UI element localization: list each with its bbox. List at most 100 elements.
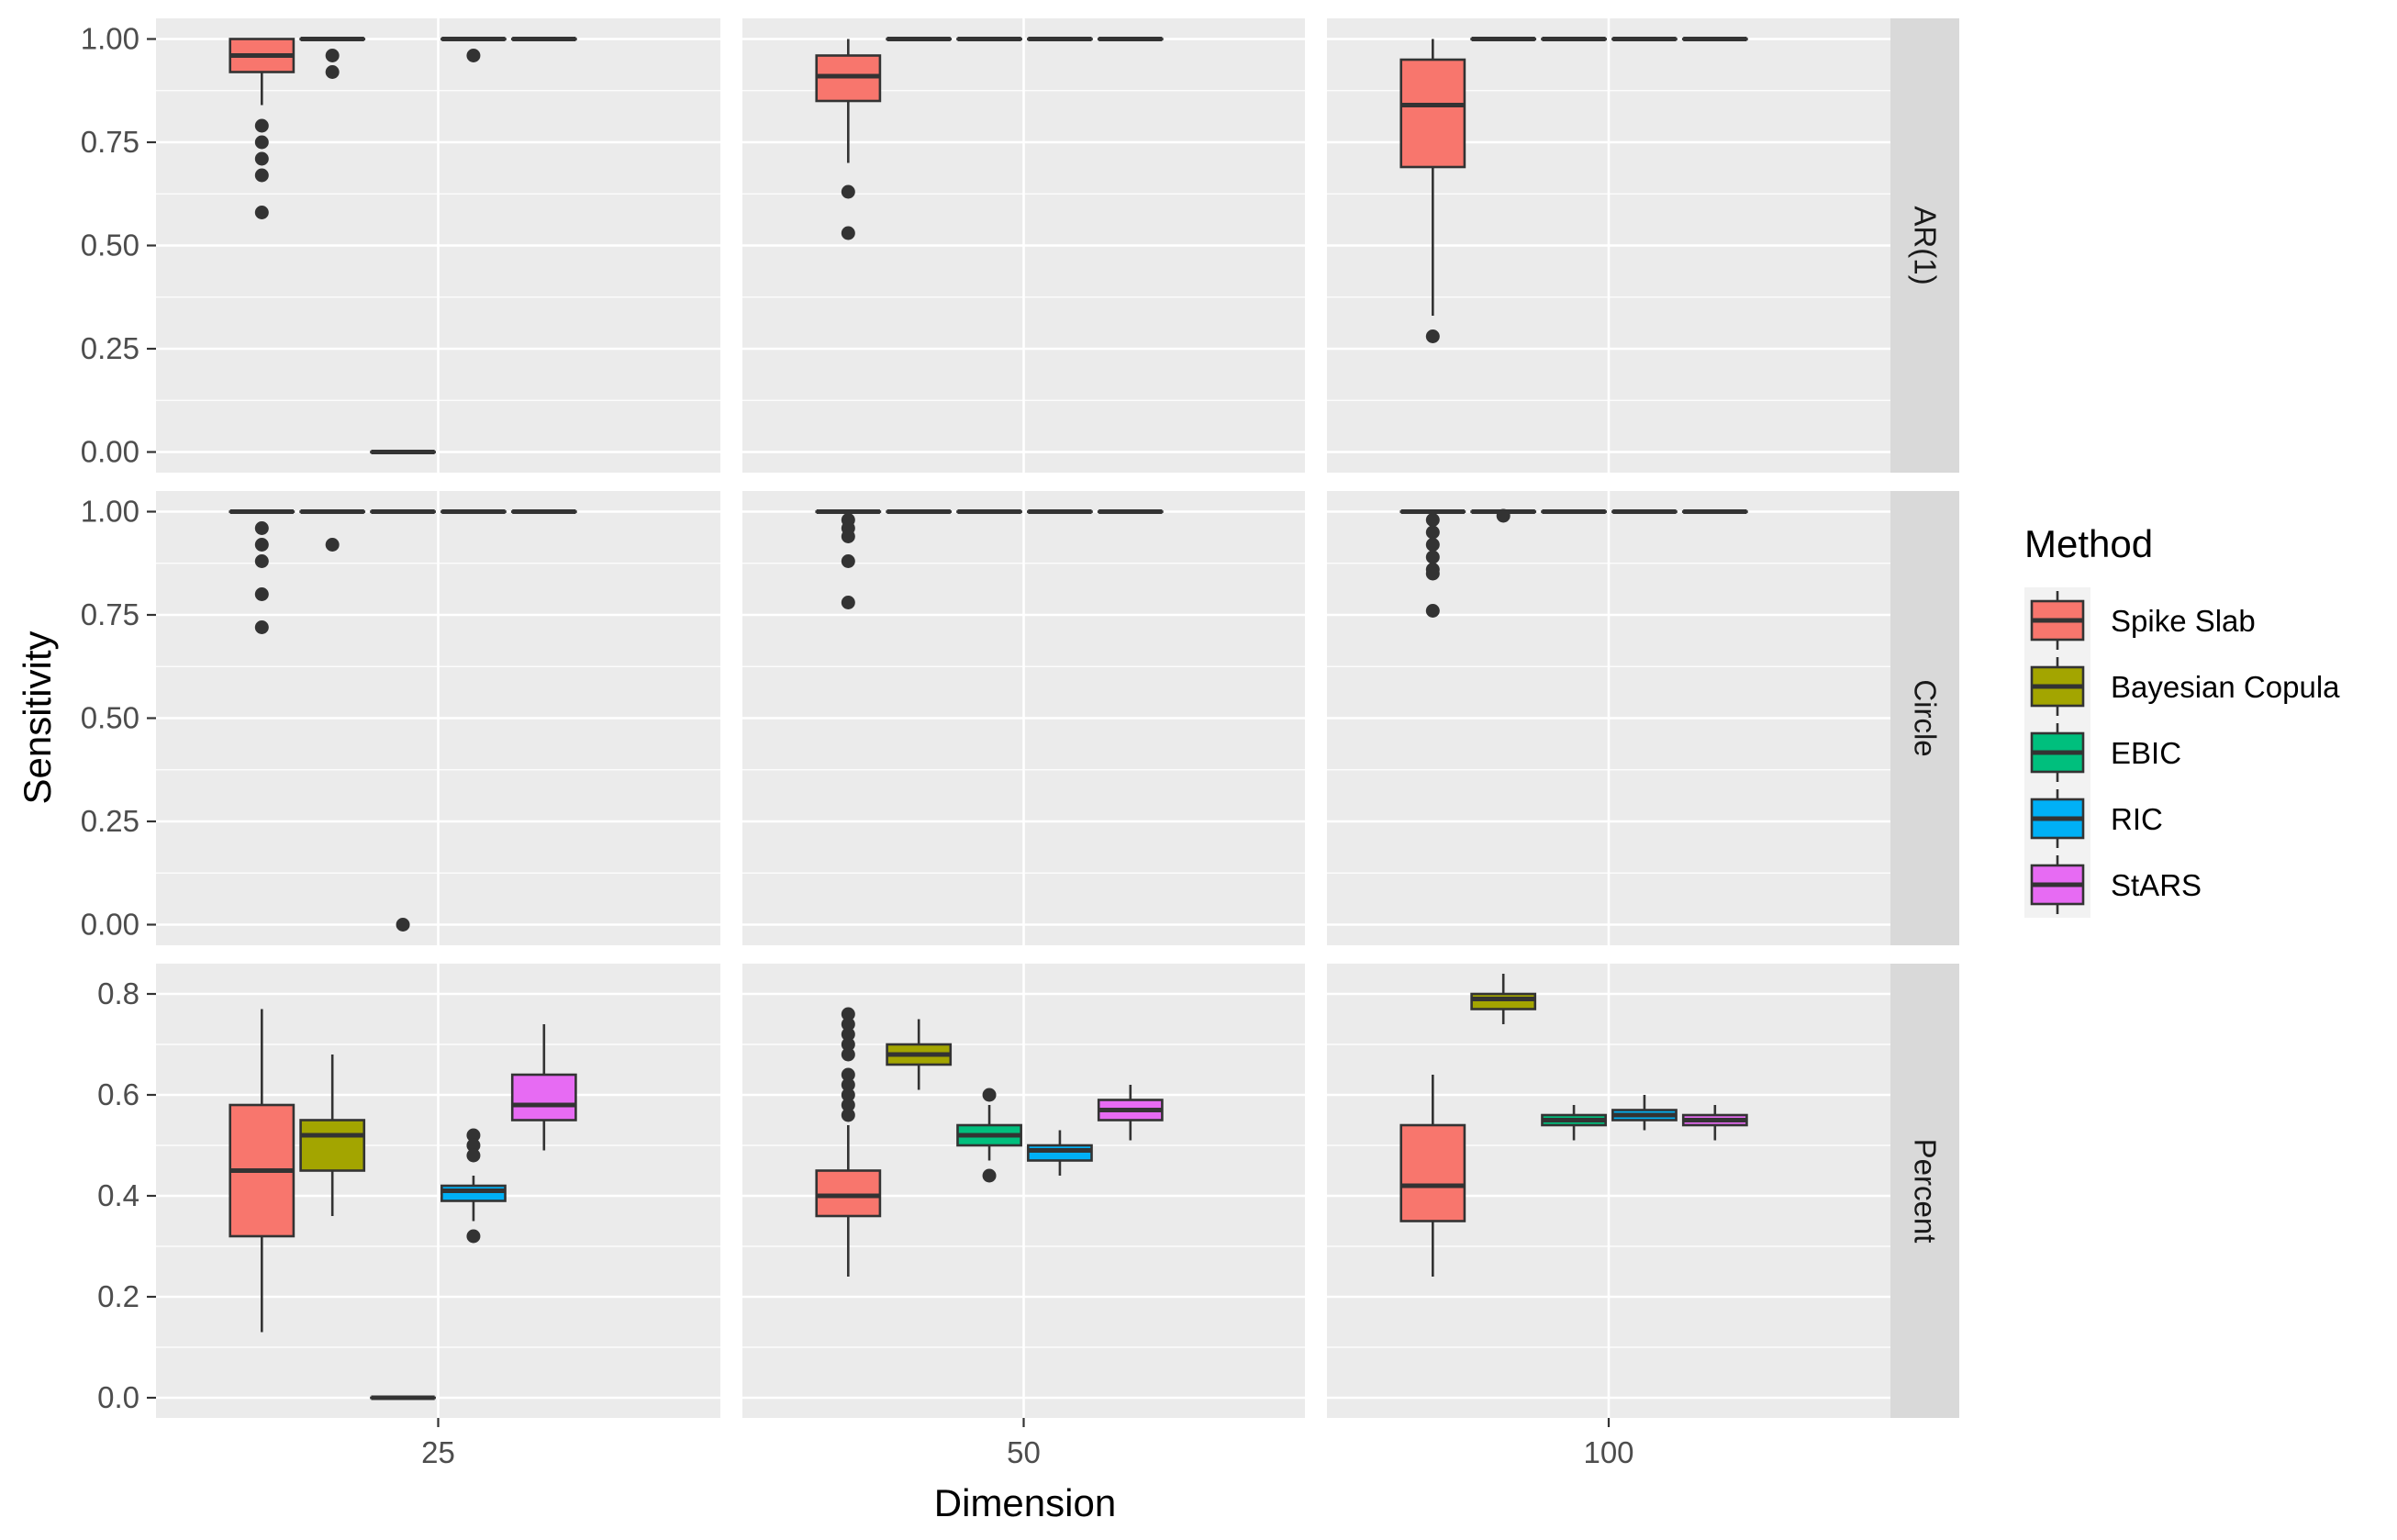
strip-label: AR(1) [1909,206,1943,285]
boxplot-bayesian-copula [1470,508,1537,523]
y-tick-label: 0.8 [97,976,139,1010]
outlier-point [254,168,269,183]
boxplot-group-AR(1)-25 [229,37,577,454]
legend-item-ebic: EBIC [2024,720,2181,786]
outlier-point [841,1037,855,1052]
outlier-point [982,1088,997,1102]
legend-title: Method [2024,522,2153,565]
boxplot-group-Circle-25 [229,509,577,932]
outlier-point [841,1067,855,1082]
legend-label: RIC [2111,802,2163,836]
y-tick-label: 0.25 [81,331,139,365]
y-tick-label: 1.00 [81,495,139,529]
boxplot-spike-slab [229,1009,295,1333]
outlier-point [396,918,410,932]
legend-label: StARS [2111,868,2202,902]
x-tick-label: 100 [1583,1435,1633,1469]
y-tick-label: 0.00 [81,435,139,469]
y-tick-label: 1.00 [81,22,139,56]
outlier-point [1425,538,1440,552]
boxplot-bayesian-copula [1470,974,1537,1024]
box [1399,1123,1466,1222]
y-axis-title: Sensitivity [16,631,59,804]
outlier-point [254,538,269,552]
box [510,1073,577,1122]
outlier-point [254,587,269,601]
y-tick-label: 0.4 [97,1178,139,1212]
x-tick-label: 25 [421,1435,455,1469]
boxplot-spike-slab [815,509,882,609]
strip-label: Circle [1909,679,1943,756]
boxplot-ebic [370,509,436,932]
outlier-point [466,1128,481,1143]
x-axis: 25 50 100 [421,1418,1634,1469]
outlier-point [841,1017,855,1032]
boxplot-spike-slab [229,38,295,219]
outlier-point [1425,604,1440,618]
boxplot-group-AR(1)-100 [1399,37,1748,343]
box [1027,1144,1093,1162]
outlier-point [325,65,340,79]
box [1399,58,1466,169]
outlier-point [1425,566,1440,581]
box [299,1119,366,1172]
outlier-point [841,226,855,240]
panel-Circle-25 [156,491,720,945]
outlier-point [254,554,269,568]
boxplot-ebic [1541,1105,1607,1141]
outlier-point [841,1027,855,1042]
boxplot-group-Percent-50 [815,1007,1164,1277]
boxplot-stars [1681,1105,1748,1141]
outlier-point [254,206,269,219]
outlier-point [254,135,269,150]
boxplot-stars [510,1024,577,1151]
outlier-point [841,596,855,609]
outlier-point [1425,550,1440,564]
boxplot-ric [1027,1130,1093,1176]
boxplot-ric [440,37,507,62]
legend-label: Spike Slab [2111,604,2256,638]
y-axis-Percent: 0.0 0.2 0.4 0.6 0.8 [97,976,156,1414]
facet-panels [156,18,1890,1418]
boxplot-stars [1097,1085,1164,1141]
strip-AR(1): AR(1) [1890,18,1959,473]
outlier-point [841,1047,855,1062]
y-tick-label: 0.75 [81,597,139,631]
box [1470,992,1537,1010]
boxplot-spike-slab [1399,1075,1466,1277]
y-tick-label: 0.75 [81,125,139,159]
facet-strips: AR(1) Circle Percent [1890,18,1959,1418]
box [440,1184,507,1202]
boxplot-ric [1611,1095,1678,1131]
y-tick-label: 0.50 [81,701,139,735]
x-tick-label: 50 [1007,1435,1041,1469]
outlier-point [1425,329,1440,343]
strip-Percent: Percent [1890,964,1959,1418]
outlier-point [254,620,269,634]
boxplot-spike-slab [1399,39,1466,343]
outlier-point [254,118,269,133]
legend-label: EBIC [2111,736,2181,770]
box [815,1169,882,1218]
boxplot-group-Percent-25 [229,1009,577,1401]
legend-label: Bayesian Copula [2111,670,2340,704]
outlier-point [254,151,269,166]
legend-item-spike-slab: Spike Slab [2024,587,2256,653]
y-axis-AR(1): 0.00 0.25 0.50 0.75 1.00 [81,22,156,469]
outlier-point [466,1148,481,1163]
outlier-point [982,1168,997,1183]
outlier-point [841,1088,855,1102]
outlier-point [841,1098,855,1112]
boxplot-ebic [956,1088,1022,1183]
outlier-point [325,538,340,552]
legend-item-bayesian-copula: Bayesian Copula [2024,653,2340,720]
boxplot-group-AR(1)-50 [815,37,1164,240]
boxplot-bayesian-copula [299,37,366,79]
x-axis-title: Dimension [934,1481,1116,1524]
outlier-point [466,49,481,62]
outlier-point [1425,513,1440,527]
boxplot-bayesian-copula [299,1055,366,1216]
boxplot-ric [440,1128,507,1244]
legend: Method Spike Slab Bayesian Copula EBIC RIC S… [2024,522,2340,918]
boxplot-spike-slab [815,39,882,240]
